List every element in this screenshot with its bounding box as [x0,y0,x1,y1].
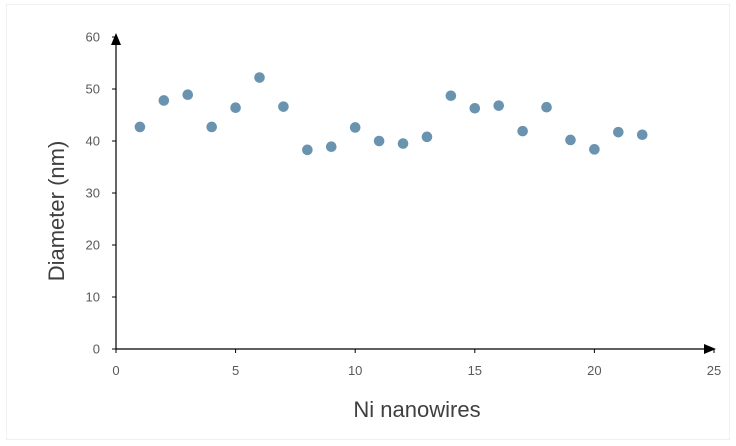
x-axis: 0 5 10 15 20 25 [112,344,721,378]
x-axis-title: Ni nanowires [353,397,480,422]
data-point [636,129,648,141]
data-point [158,95,170,106]
y-tick-label: 40 [86,134,100,149]
x-tick-label: 25 [707,363,721,378]
x-tick-label: 10 [348,363,362,378]
y-tick-label: 20 [86,238,100,253]
data-point [445,90,457,102]
data-point [397,138,409,149]
data-point [182,89,194,101]
data-point [589,144,600,155]
y-tick-label: 60 [86,30,100,45]
data-point [302,144,313,156]
data-point [325,141,337,153]
data-point [421,131,433,143]
x-tick-label: 20 [587,363,601,378]
data-point [469,102,481,114]
y-axis: 0 10 20 30 40 50 60 [86,30,121,357]
data-point [613,126,624,138]
data-point [349,122,361,133]
data-point [541,101,552,113]
x-tick-label: 0 [112,363,119,378]
data-point [565,134,576,146]
data-point [373,135,385,147]
x-tick-label: 15 [468,363,482,378]
data-point [517,125,528,137]
y-tick-label: 50 [86,82,100,97]
data-point [230,102,241,114]
data-point [206,121,217,133]
data-point [493,100,505,111]
data-point [278,101,289,112]
x-axis-arrow [704,344,716,354]
y-axis-title: Diameter (nm) [44,141,69,282]
y-tick-label: 30 [86,186,100,201]
data-point [254,72,265,83]
data-points [134,72,648,156]
y-axis-arrow [111,33,121,45]
chart-area [6,4,730,440]
y-tick-label: 10 [86,290,100,305]
data-point [134,121,146,133]
y-tick-label: 0 [93,342,100,357]
x-tick-label: 5 [232,363,239,378]
